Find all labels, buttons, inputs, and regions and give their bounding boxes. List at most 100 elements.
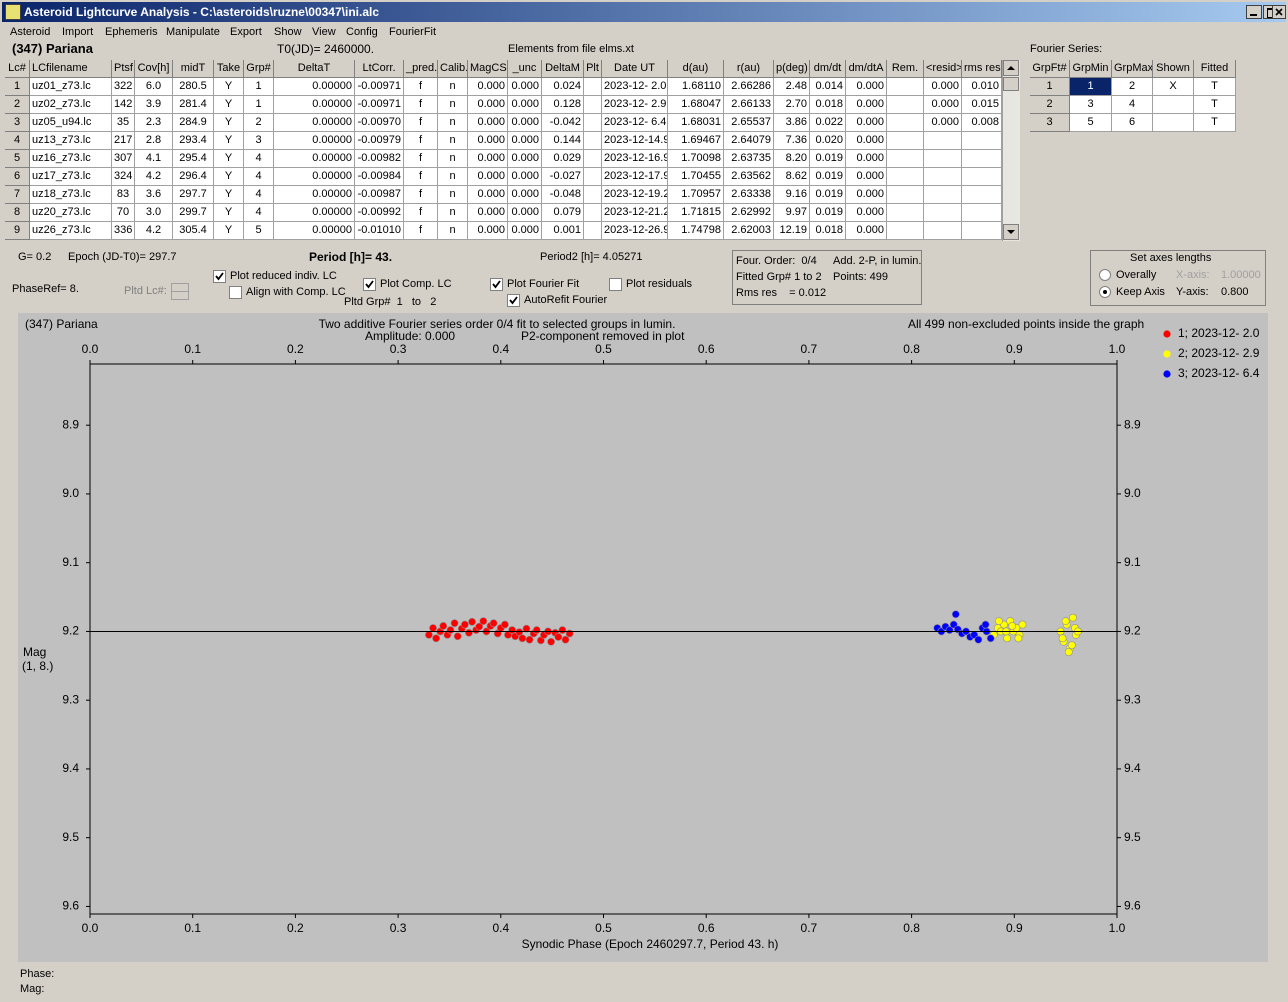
table-cell[interactable]: 83 (112, 186, 135, 204)
table-cell[interactable]: 0.000 (924, 78, 962, 96)
table-cell[interactable]: 4 (244, 168, 274, 186)
table-cell[interactable]: 2.48 (774, 78, 810, 96)
table-cell[interactable]: -0.00987 (355, 186, 404, 204)
table-cell[interactable]: 0.000 (468, 78, 508, 96)
table-cell[interactable]: 0.000 (846, 186, 887, 204)
table-cell[interactable]: 2.63562 (724, 168, 774, 186)
table-cell[interactable]: uz20_z73.lc (30, 204, 112, 222)
checkbox[interactable] (490, 278, 503, 291)
table-cell[interactable]: -0.00971 (355, 78, 404, 96)
table-cell[interactable]: f (404, 204, 438, 222)
table-cell[interactable]: 2.65537 (724, 114, 774, 132)
table-cell[interactable]: uz16_z73.lc (30, 150, 112, 168)
table-cell[interactable]: f (404, 78, 438, 96)
table-cell[interactable]: 70 (112, 204, 135, 222)
table-cell[interactable] (1153, 114, 1194, 132)
table-cell[interactable]: 299.7 (173, 204, 214, 222)
checkbox[interactable] (609, 278, 622, 291)
table-cell[interactable]: 2023-12- 6.4 (602, 114, 668, 132)
table-cell[interactable]: 1.68047 (668, 96, 724, 114)
table-cell[interactable]: 0.000 (508, 150, 542, 168)
table-cell[interactable]: -0.00970 (355, 114, 404, 132)
table-cell[interactable] (584, 204, 602, 222)
checkbox-label[interactable]: Plot Fourier Fit (507, 278, 580, 290)
checkbox-label[interactable]: AutoRefit Fourier (524, 294, 608, 306)
table-cell[interactable]: uz17_z73.lc (30, 168, 112, 186)
table-cell[interactable] (962, 168, 1002, 186)
table-cell[interactable]: 5 (1070, 114, 1112, 132)
table-cell[interactable] (887, 222, 924, 240)
table-cell[interactable] (962, 204, 1002, 222)
table-cell[interactable] (962, 186, 1002, 204)
table-cell[interactable]: 1 (1070, 78, 1112, 96)
table-cell[interactable]: 2.66286 (724, 78, 774, 96)
table-cell[interactable]: 0.079 (542, 204, 584, 222)
table-cell[interactable]: 0.00000 (274, 204, 355, 222)
table-cell[interactable]: 0.019 (810, 150, 846, 168)
table-cell[interactable] (584, 186, 602, 204)
table-cell[interactable]: 0.000 (846, 150, 887, 168)
table-cell[interactable]: Y (214, 168, 244, 186)
checkbox-label[interactable]: Plot residuals (626, 278, 693, 290)
table-cell[interactable] (887, 96, 924, 114)
minimize-button[interactable] (1246, 5, 1262, 19)
table-cell[interactable]: 3.9 (135, 96, 173, 114)
table-cell[interactable]: 0.019 (810, 186, 846, 204)
table-cell[interactable]: uz01_z73.lc (30, 78, 112, 96)
table-cell[interactable]: 0.000 (468, 150, 508, 168)
table-cell[interactable]: uz18_z73.lc (30, 186, 112, 204)
table-cell[interactable]: 4.1 (135, 150, 173, 168)
table-cell[interactable]: 8.20 (774, 150, 810, 168)
table-cell[interactable]: 2.66133 (724, 96, 774, 114)
table-cell[interactable] (584, 168, 602, 186)
table-cell[interactable]: 0.00000 (274, 150, 355, 168)
table-cell[interactable]: -0.00982 (355, 150, 404, 168)
close-button[interactable] (1272, 5, 1286, 19)
table-cell[interactable]: n (438, 114, 468, 132)
table-cell[interactable] (924, 222, 962, 240)
table-cell[interactable]: 0.000 (468, 132, 508, 150)
table-cell[interactable]: 3 (244, 132, 274, 150)
table-cell[interactable]: 3.6 (135, 186, 173, 204)
table-cell[interactable]: 1.70455 (668, 168, 724, 186)
table-cell[interactable]: uz13_z73.lc (30, 132, 112, 150)
table-cell[interactable]: 0.000 (846, 168, 887, 186)
table-cell[interactable]: 2.62992 (724, 204, 774, 222)
table-cell[interactable]: 0.000 (468, 96, 508, 114)
table-cell[interactable]: 0.022 (810, 114, 846, 132)
table-cell[interactable]: n (438, 132, 468, 150)
menu-item[interactable]: Config (346, 26, 378, 38)
table-cell[interactable]: 0.00000 (274, 132, 355, 150)
table-cell[interactable]: 281.4 (173, 96, 214, 114)
table-cell[interactable]: 1.68110 (668, 78, 724, 96)
table-cell[interactable] (584, 114, 602, 132)
table-cell[interactable]: 0.000 (468, 186, 508, 204)
table-cell[interactable]: 0.000 (468, 114, 508, 132)
table-cell[interactable]: 0.000 (468, 222, 508, 240)
table-cell[interactable]: uz05_u94.lc (30, 114, 112, 132)
table-cell[interactable] (584, 150, 602, 168)
table-cell[interactable]: f (404, 114, 438, 132)
table-cell[interactable]: 0.000 (508, 204, 542, 222)
table-cell[interactable]: f (404, 186, 438, 204)
table-cell[interactable]: 217 (112, 132, 135, 150)
table-cell[interactable]: f (404, 96, 438, 114)
table-cell[interactable]: 0.029 (542, 150, 584, 168)
table-cell[interactable]: 4 (244, 186, 274, 204)
table-cell[interactable]: 296.4 (173, 168, 214, 186)
table-cell[interactable] (924, 168, 962, 186)
table-cell[interactable]: 2023-12-17.9 (602, 168, 668, 186)
table-cell[interactable] (887, 186, 924, 204)
table-cell[interactable]: T (1194, 96, 1236, 114)
table-cell[interactable] (584, 132, 602, 150)
checkbox[interactable] (229, 286, 242, 299)
table-cell[interactable]: -0.00971 (355, 96, 404, 114)
table-cell[interactable]: 0.00000 (274, 114, 355, 132)
table-cell[interactable]: 0.014 (810, 78, 846, 96)
table-cell[interactable]: 0.00000 (274, 96, 355, 114)
table-cell[interactable]: n (438, 186, 468, 204)
table-cell[interactable]: Y (214, 78, 244, 96)
table-cell[interactable]: 0.024 (542, 78, 584, 96)
checkbox[interactable] (507, 294, 520, 307)
table-cell[interactable]: uz26_z73.lc (30, 222, 112, 240)
